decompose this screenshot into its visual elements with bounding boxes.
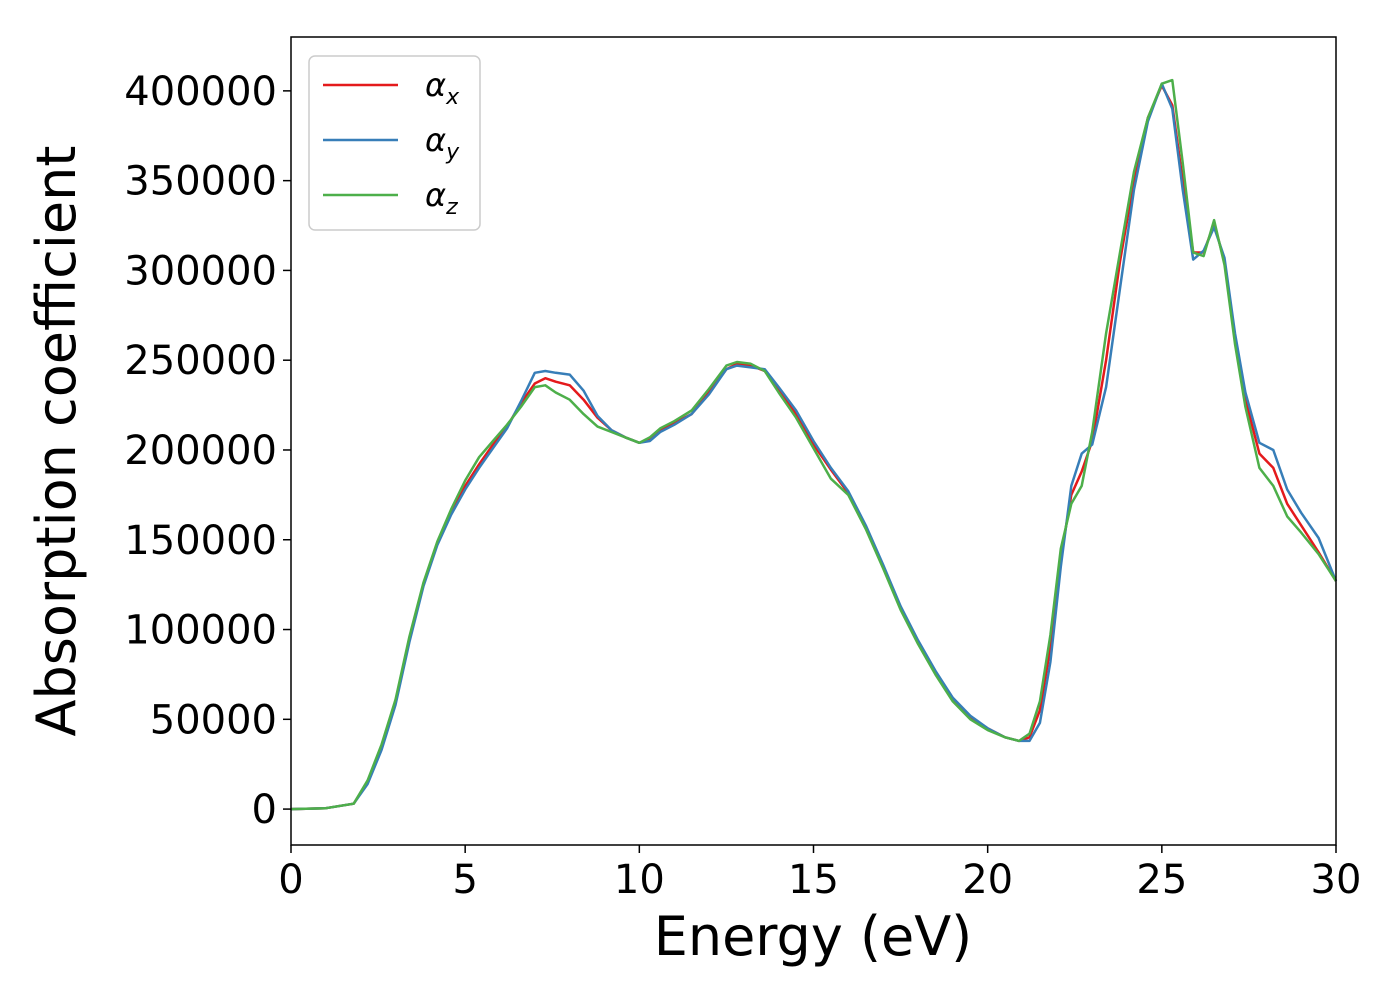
x-tick-label: 15 xyxy=(788,857,839,903)
legend-box xyxy=(308,55,481,231)
x-tick-label: 0 xyxy=(278,857,303,903)
x-axis-ticks: 0 5 10 15 20 25 30 xyxy=(278,845,1361,903)
x-tick-label: 5 xyxy=(452,857,477,903)
x-tick-label: 20 xyxy=(962,857,1013,903)
y-tick-label: 50000 xyxy=(150,697,277,743)
x-tick-label: 25 xyxy=(1136,857,1187,903)
y-tick-label: 350000 xyxy=(124,159,277,205)
y-tick-label: 400000 xyxy=(124,69,277,115)
y-axis-ticks: 0 50000 100000 150000 200000 250000 300000 3500… xyxy=(124,69,291,833)
plot-lines xyxy=(290,78,1338,811)
y-tick-label: 250000 xyxy=(124,338,277,384)
y-tick-label: 150000 xyxy=(124,518,277,564)
x-tick-label: 30 xyxy=(1311,857,1362,903)
series-line-y xyxy=(290,82,1338,811)
x-tick-label: 10 xyxy=(614,857,665,903)
series-line-z xyxy=(290,78,1338,811)
y-tick-label: 200000 xyxy=(124,428,277,474)
y-axis-label: Absorption coefficient xyxy=(25,146,88,737)
y-tick-label: 300000 xyxy=(124,248,277,294)
x-axis-label: Energy (eV) xyxy=(654,905,973,968)
y-tick-label: 0 xyxy=(252,787,277,833)
y-tick-label: 100000 xyxy=(124,608,277,654)
